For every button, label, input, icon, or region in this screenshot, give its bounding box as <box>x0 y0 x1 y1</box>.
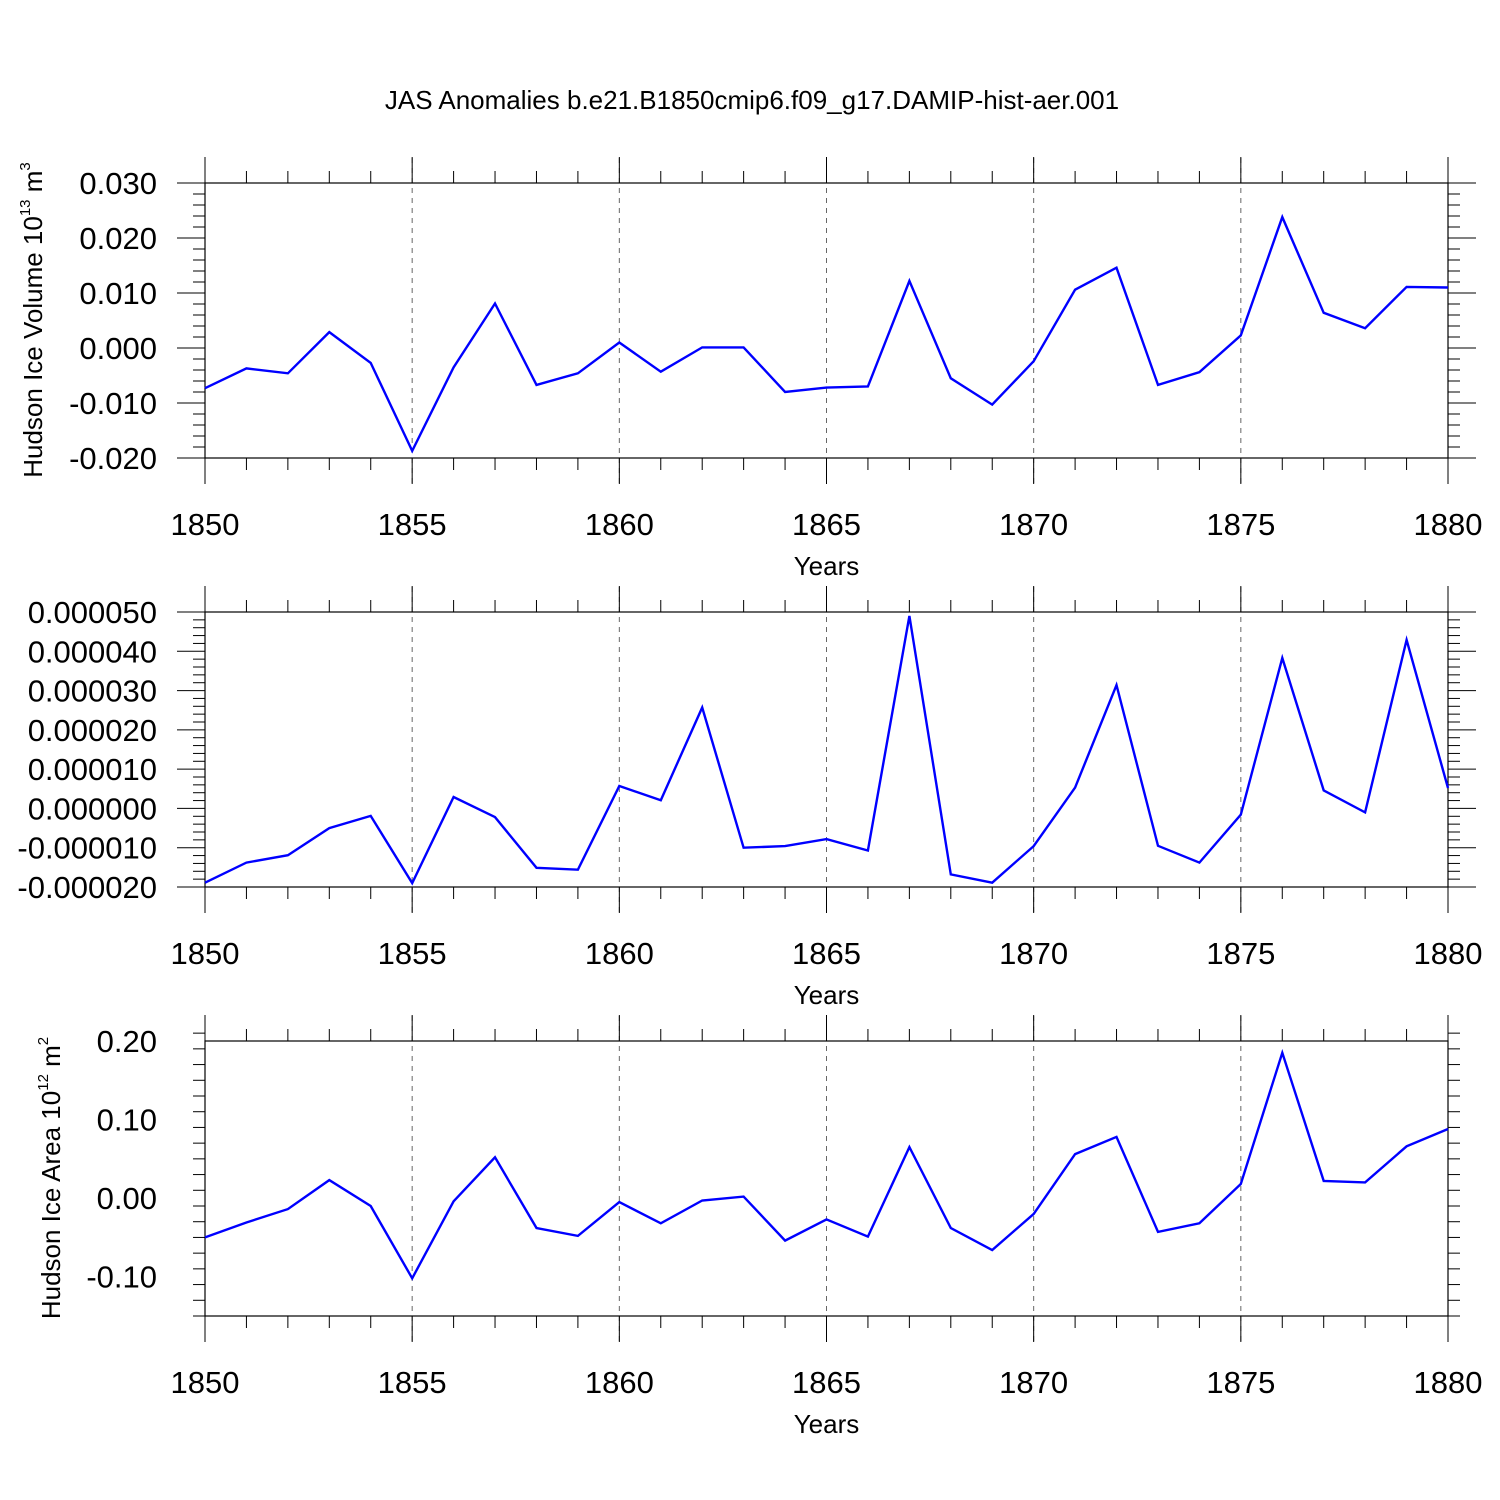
y-tick-label: 0.000 <box>79 331 157 366</box>
y-tick-label: 0.000050 <box>28 595 157 630</box>
x-tick-label: 1870 <box>999 1365 1068 1400</box>
y-tick-label: -0.000010 <box>17 831 157 866</box>
y-tick-label: -0.010 <box>69 386 157 421</box>
x-tick-label: 1870 <box>999 936 1068 971</box>
y-tick-label: 0.000010 <box>28 752 157 787</box>
x-tick-label: 1870 <box>999 507 1068 542</box>
x-tick-label: 1875 <box>1206 936 1275 971</box>
y-tick-label: 0.000000 <box>28 791 157 826</box>
y-tick-label: 0.020 <box>79 221 157 256</box>
x-tick-label: 1850 <box>171 1365 240 1400</box>
x-axis-label: Years <box>794 551 860 581</box>
x-tick-label: 1850 <box>171 507 240 542</box>
chart-title: JAS Anomalies b.e21.B1850cmip6.f09_g17.D… <box>385 85 1119 115</box>
series-line <box>204 1048 1449 1281</box>
series-line <box>204 213 1449 454</box>
x-tick-label: 1880 <box>1414 936 1483 971</box>
y-axis-label: Hudson Ice Volume 1013 m3 <box>17 162 48 478</box>
y-tick-label: -0.000020 <box>17 870 157 905</box>
y-tick-label: 0.000030 <box>28 674 157 709</box>
y-tick-label: 0.010 <box>79 276 157 311</box>
x-axis-label: Years <box>794 1409 860 1439</box>
x-tick-label: 1860 <box>585 936 654 971</box>
y-tick-label: 0.10 <box>97 1103 157 1138</box>
y-tick-label: 0.000020 <box>28 713 157 748</box>
y-tick-label: 0.000040 <box>28 634 157 669</box>
y-axis-label: Hudson Ice Area 1012 m2 <box>35 1037 66 1319</box>
x-tick-label: 1865 <box>792 1365 861 1400</box>
y-tick-label: -0.020 <box>69 441 157 476</box>
x-tick-label: 1880 <box>1414 507 1483 542</box>
x-tick-label: 1865 <box>792 507 861 542</box>
x-tick-label: 1860 <box>585 1365 654 1400</box>
panels: -0.020 -0.010 0.000 0.010 0.020 0.030 1850 1855… <box>17 157 1482 1439</box>
panel-1: -0.020 -0.010 0.000 0.010 0.020 0.030 1850 1855… <box>17 157 1482 581</box>
x-tick-label: 1880 <box>1414 1365 1483 1400</box>
x-tick-label: 1865 <box>792 936 861 971</box>
y-tick-label: 0.20 <box>97 1024 157 1059</box>
panel-3: -0.10 0.00 0.10 0.20 1850 1855 1860 1865 1870 187… <box>35 1015 1482 1439</box>
x-axis-label: Years <box>794 980 860 1010</box>
y-tick-label: 0.00 <box>97 1181 157 1216</box>
x-tick-label: 1855 <box>378 507 447 542</box>
panel-2: -0.000020 -0.000010 0.000000 0.000010 0.0000… <box>17 586 1482 1010</box>
y-tick-label: 0.030 <box>79 166 157 201</box>
x-tick-label: 1855 <box>378 936 447 971</box>
series-line <box>204 615 1450 886</box>
x-tick-label: 1850 <box>171 936 240 971</box>
x-tick-label: 1855 <box>378 1365 447 1400</box>
x-tick-label: 1875 <box>1206 507 1275 542</box>
y-tick-label: -0.10 <box>86 1260 157 1295</box>
x-tick-label: 1860 <box>585 507 654 542</box>
x-tick-label: 1875 <box>1206 1365 1275 1400</box>
